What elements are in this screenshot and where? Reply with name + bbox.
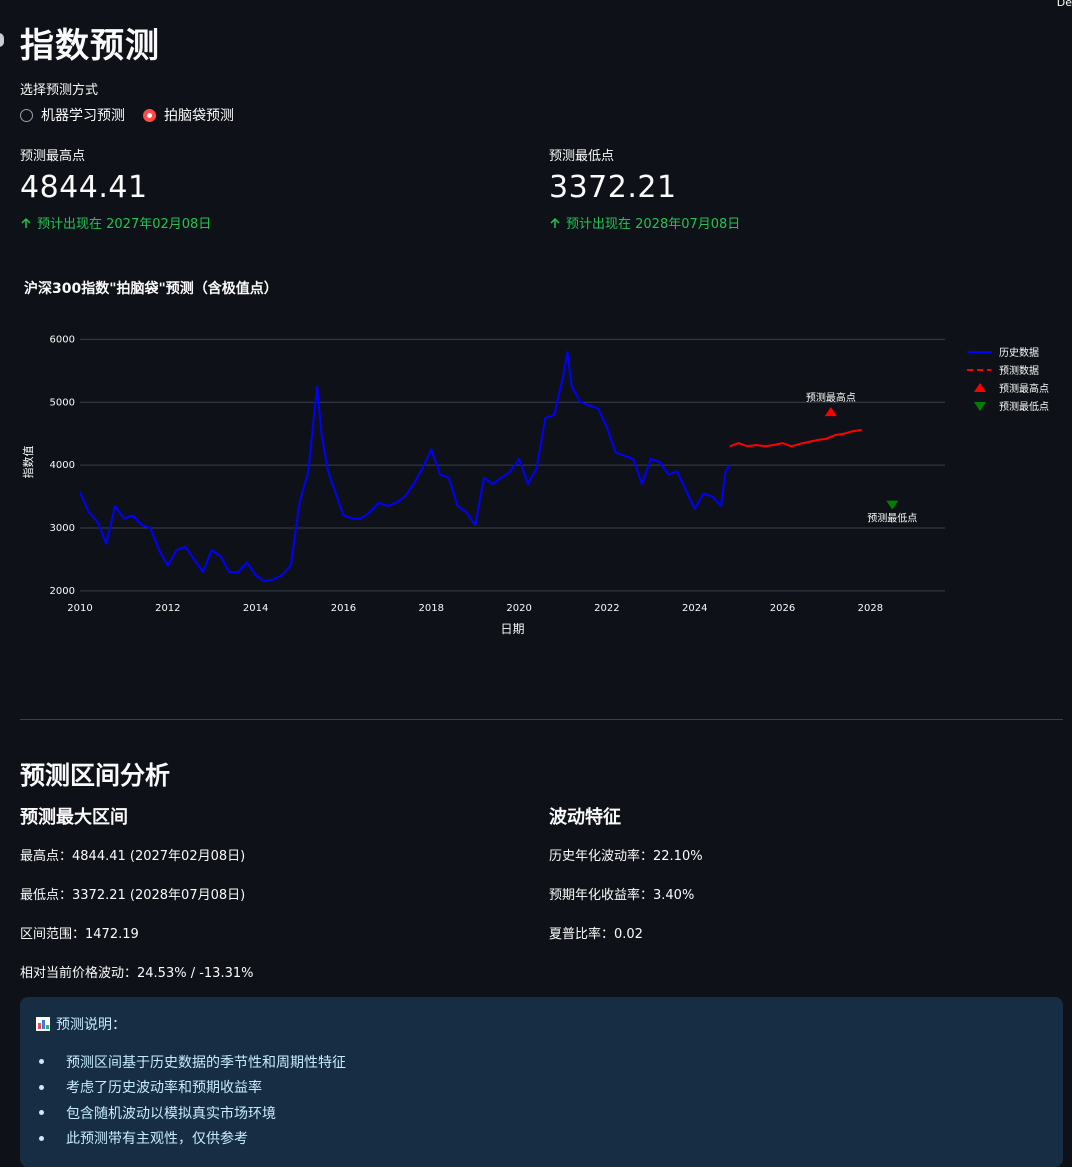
- x-tick-label: 2028: [858, 603, 883, 614]
- metric-low-label: 预测最低点: [549, 149, 615, 164]
- list-item: 包含随机波动以模拟真实市场环境: [36, 1100, 346, 1126]
- anchor-link-icon[interactable]: [0, 33, 4, 47]
- y-tick-label: 4000: [50, 460, 75, 471]
- radio-option-ml[interactable]: 机器学习预测: [20, 105, 125, 125]
- radio-option-guess-label[interactable]: 拍脑袋预测: [164, 108, 234, 124]
- index-forecast-chart[interactable]: 2000 3000 4000 5000 6000 2010 2012 2014 2016 2018…: [0, 300, 1072, 660]
- history-series-line: [79, 351, 731, 583]
- info-heading-text: 预测说明：: [56, 1017, 126, 1033]
- volatility-title: 波动特征: [549, 807, 621, 828]
- page-title: 指数预测: [20, 26, 160, 66]
- y-tick-label: 6000: [50, 334, 75, 345]
- stat-range: 区间范围：1472.19: [20, 927, 139, 942]
- y-tick-label: 5000: [50, 397, 75, 408]
- forecast-low-marker: [886, 500, 899, 510]
- metric-low-value: 3372.21: [549, 170, 677, 205]
- forecast-high-annotation: 预测最高点: [806, 391, 856, 404]
- x-tick-label: 2010: [67, 603, 92, 614]
- metric-high: 预测最高点 4844.41 预计出现在 2027年02月08日: [20, 145, 211, 232]
- radio-option-guess[interactable]: 拍脑袋预测: [143, 105, 234, 125]
- y-tick-label: 3000: [50, 523, 75, 534]
- section-divider: [20, 719, 1063, 720]
- forecast-series-line: [729, 428, 862, 448]
- radio-circle-guess[interactable]: [143, 108, 156, 122]
- metric-high-delta: 预计出现在 2027年02月08日: [20, 213, 211, 232]
- list-item: 考虑了历史波动率和预期收益率: [36, 1075, 346, 1101]
- stat-expected-return: 预期年化收益率：3.40%: [549, 888, 695, 903]
- info-heading: 预测说明：: [36, 1014, 126, 1034]
- method-radio-label: 选择预测方式: [20, 83, 99, 98]
- stat-relative-volatility: 相对当前价格波动：24.53% / -13.31%: [20, 966, 254, 981]
- x-tick-label: 2014: [243, 603, 268, 614]
- list-item: 此预测带有主观性，仅供参考: [36, 1126, 346, 1152]
- legend-swatch: [974, 402, 986, 411]
- metric-low-delta-text: 预计出现在 2028年07月08日: [566, 217, 741, 232]
- x-axis-label: 日期: [500, 622, 524, 636]
- deploy-menu-tag[interactable]: De: [1056, 0, 1072, 9]
- metric-high-value: 4844.41: [20, 170, 148, 205]
- list-item: 预测区间基于历史数据的季节性和周期性特征: [36, 1049, 346, 1075]
- info-list: 预测区间基于历史数据的季节性和周期性特征 考虑了历史波动率和预期收益率 包含随机…: [36, 1049, 346, 1151]
- y-axis-label: 指数值: [21, 446, 35, 479]
- stat-sharpe: 夏普比率：0.02: [549, 927, 643, 942]
- x-tick-label: 2022: [594, 603, 619, 614]
- legend-label: 预测数据: [999, 364, 1039, 377]
- radio-circle-ml[interactable]: [20, 108, 33, 122]
- y-tick-label: 2000: [50, 586, 75, 597]
- legend-label: 预测最低点: [999, 400, 1049, 413]
- x-tick-label: 2026: [770, 603, 795, 614]
- legend-swatch: [974, 383, 986, 392]
- chart-title: 沪深300指数"拍脑袋"预测（含极值点）: [24, 281, 278, 297]
- metric-low: 预测最低点 3372.21 预计出现在 2028年07月08日: [549, 145, 740, 232]
- arrow-up-icon: [21, 217, 31, 228]
- x-tick-label: 2020: [506, 603, 531, 614]
- forecast-info-box: 预测说明： 预测区间基于历史数据的季节性和周期性特征 考虑了历史波动率和预期收益…: [20, 997, 1063, 1167]
- metric-high-label: 预测最高点: [20, 149, 86, 164]
- x-tick-label: 2016: [331, 603, 356, 614]
- analysis-section-title: 预测区间分析: [20, 761, 171, 790]
- arrow-up-icon: [550, 217, 560, 228]
- x-tick-label: 2012: [155, 603, 180, 614]
- stat-hist-volatility: 历史年化波动率：22.10%: [549, 849, 703, 864]
- forecast-low-annotation: 预测最低点: [867, 512, 917, 525]
- max-range-title: 预测最大区间: [20, 807, 128, 828]
- radio-option-ml-label[interactable]: 机器学习预测: [41, 108, 125, 124]
- stat-lowest: 最低点：3372.21 (2028年07月08日): [20, 888, 246, 903]
- legend-label: 历史数据: [999, 346, 1039, 359]
- bar-chart-icon: [36, 1017, 50, 1031]
- method-radio-group: 机器学习预测 拍脑袋预测: [20, 105, 234, 125]
- metric-low-delta: 预计出现在 2028年07月08日: [549, 213, 740, 232]
- stat-highest: 最高点：4844.41 (2027年02月08日): [20, 849, 246, 864]
- x-tick-label: 2018: [419, 603, 444, 614]
- x-tick-label: 2024: [682, 603, 707, 614]
- legend-label: 预测最高点: [999, 382, 1049, 395]
- metric-high-delta-text: 预计出现在 2027年02月08日: [37, 217, 212, 232]
- forecast-high-marker: [824, 407, 837, 417]
